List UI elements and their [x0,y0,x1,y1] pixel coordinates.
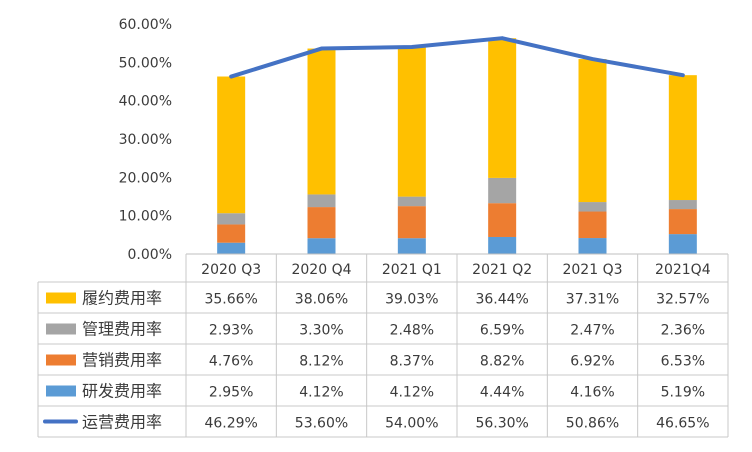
y-tick-label: 20.00% [119,170,172,186]
bar-segment [668,75,697,201]
data-label: 56.30% [475,416,528,432]
legend-key-swatch [46,292,76,304]
data-label: 39.03% [385,292,438,308]
data-label: 54.00% [385,416,438,432]
bar-segment [397,238,426,254]
bar-segment [307,194,336,208]
data-label: 8.37% [390,354,434,370]
y-tick-label: 60.00% [119,17,172,33]
category-label: 2021 Q3 [562,262,622,278]
bar-segment [488,236,517,254]
bar-segment [488,38,517,178]
legend-key-swatch [46,354,76,366]
bar-segment [217,242,246,254]
data-label: 32.57% [656,292,709,308]
series-line [229,36,685,79]
data-label: 2.47% [570,323,614,339]
bar-segment [397,47,426,197]
data-label: 53.60% [295,416,348,432]
data-label: 50.86% [566,416,619,432]
bar-segment [397,196,426,207]
data-label: 4.12% [299,385,343,401]
data-label: 46.65% [656,416,709,432]
data-label: 5.19% [661,385,705,401]
series-name: 营销费用率 [82,351,162,370]
y-tick-label: 0.00% [128,247,172,263]
category-label: 2021 Q2 [472,262,532,278]
legend-key-swatch [46,385,76,397]
data-label: 8.12% [299,354,343,370]
data-label: 36.44% [475,292,528,308]
data-label: 35.66% [204,292,257,308]
data-label: 46.29% [204,416,257,432]
series-name: 研发费用率 [82,382,162,401]
bar-segment [668,200,697,210]
bar-segment [578,238,607,254]
data-label: 8.82% [480,354,524,370]
series-name: 履约费用率 [82,289,162,308]
data-label: 4.44% [480,385,524,401]
legend-key-swatch [46,323,76,335]
bar-segment [578,202,607,212]
bar-segment [307,48,336,195]
data-label: 6.53% [661,354,705,370]
bar-segment [488,203,517,237]
data-label: 2.95% [209,385,253,401]
y-tick-label: 50.00% [119,55,172,71]
category-label: 2021Q4 [655,262,711,278]
data-label: 2.36% [661,323,705,339]
bar-segment [307,238,336,254]
y-tick-label: 10.00% [119,209,172,225]
data-label: 6.92% [570,354,614,370]
data-label: 4.76% [209,354,253,370]
category-label: 2020 Q4 [291,262,351,278]
y-tick-label: 40.00% [119,94,172,110]
series-name: 运营费用率 [82,413,162,432]
bar-segment [217,76,246,214]
bar-segment [668,209,697,235]
bar-segment [217,213,246,225]
data-label: 4.16% [570,385,614,401]
bar-segment [578,59,607,203]
data-label: 2.48% [390,323,434,339]
bar-segment [488,177,517,204]
data-label: 2.93% [209,323,253,339]
bar-segment [307,207,336,239]
bar-segment [217,224,246,243]
data-label: 6.59% [480,323,524,339]
data-label: 38.06% [295,292,348,308]
bar-segment [397,206,426,239]
bar-segment [668,234,697,254]
bar-segment [578,211,607,239]
data-label: 37.31% [566,292,619,308]
data-label: 3.30% [299,323,343,339]
series-name: 管理费用率 [82,320,162,339]
data-label: 4.12% [390,385,434,401]
category-label: 2021 Q1 [382,262,442,278]
y-tick-label: 30.00% [119,132,172,148]
category-label: 2020 Q3 [201,262,261,278]
